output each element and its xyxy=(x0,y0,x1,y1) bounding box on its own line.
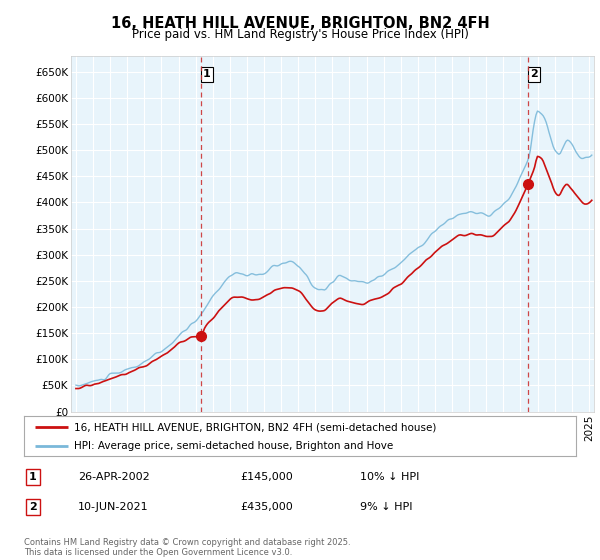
Text: £145,000: £145,000 xyxy=(240,472,293,482)
Text: 16, HEATH HILL AVENUE, BRIGHTON, BN2 4FH (semi-detached house): 16, HEATH HILL AVENUE, BRIGHTON, BN2 4FH… xyxy=(74,422,436,432)
Text: 10% ↓ HPI: 10% ↓ HPI xyxy=(360,472,419,482)
Text: 26-APR-2002: 26-APR-2002 xyxy=(78,472,150,482)
Text: 10-JUN-2021: 10-JUN-2021 xyxy=(78,502,149,512)
Text: 9% ↓ HPI: 9% ↓ HPI xyxy=(360,502,413,512)
Text: 2: 2 xyxy=(29,502,37,512)
Text: HPI: Average price, semi-detached house, Brighton and Hove: HPI: Average price, semi-detached house,… xyxy=(74,441,393,451)
Text: Contains HM Land Registry data © Crown copyright and database right 2025.
This d: Contains HM Land Registry data © Crown c… xyxy=(24,538,350,557)
Text: 1: 1 xyxy=(203,69,211,80)
Text: 16, HEATH HILL AVENUE, BRIGHTON, BN2 4FH: 16, HEATH HILL AVENUE, BRIGHTON, BN2 4FH xyxy=(110,16,490,31)
Text: 1: 1 xyxy=(29,472,37,482)
Text: £435,000: £435,000 xyxy=(240,502,293,512)
Text: 2: 2 xyxy=(530,69,538,80)
Text: Price paid vs. HM Land Registry's House Price Index (HPI): Price paid vs. HM Land Registry's House … xyxy=(131,28,469,41)
